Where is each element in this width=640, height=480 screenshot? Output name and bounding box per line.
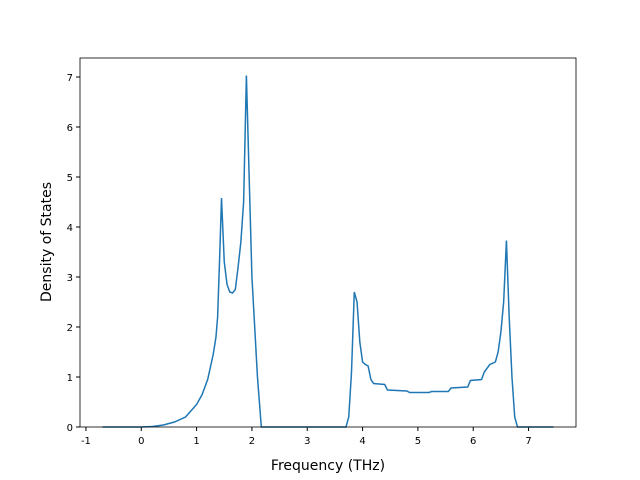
- x-tick-label: 2: [249, 436, 255, 447]
- line: [102, 75, 554, 428]
- x-axis-label: Frequency (THz): [271, 458, 385, 474]
- y-tick-label: 0: [67, 423, 73, 434]
- plot-frame: [79, 57, 577, 428]
- y-tick-label: 1: [67, 373, 73, 384]
- x-tick-label: 6: [470, 436, 476, 447]
- y-tick-label: 7: [67, 73, 73, 84]
- y-axis-label: Density of States: [39, 182, 55, 302]
- x-tick-label: 3: [304, 436, 310, 447]
- y-tick-label: 5: [67, 173, 73, 184]
- x-tick-label: -1: [81, 436, 91, 447]
- y-tick-label: 2: [67, 323, 73, 334]
- y-tick-label: 4: [67, 223, 73, 234]
- y-tick-label: 3: [67, 273, 73, 284]
- x-tick-label: 7: [525, 436, 531, 447]
- x-tick-label: 4: [359, 436, 365, 447]
- x-tick-label: 0: [138, 436, 144, 447]
- x-tick-label: 1: [193, 436, 199, 447]
- y-tick-label: 6: [67, 123, 73, 134]
- x-tick-label: 5: [415, 436, 421, 447]
